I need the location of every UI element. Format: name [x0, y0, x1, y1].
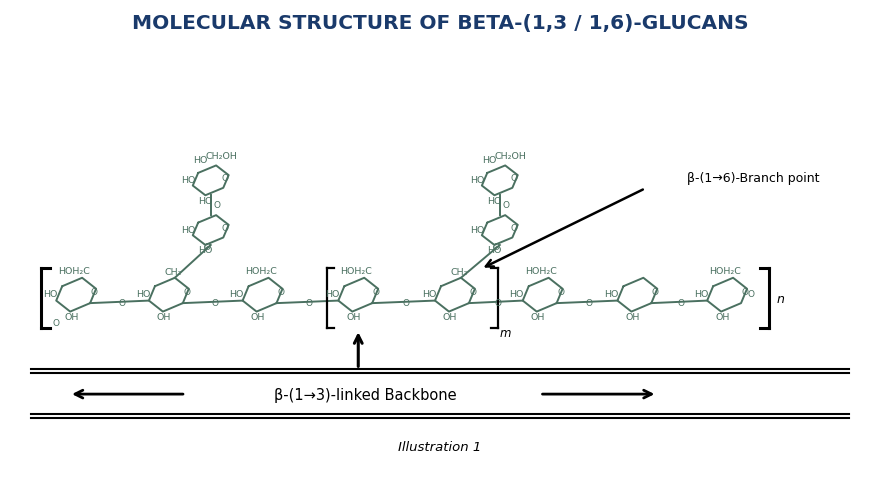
Text: HO: HO [198, 246, 213, 255]
Text: O: O [495, 298, 502, 308]
Text: O: O [222, 224, 229, 233]
Text: O: O [510, 174, 517, 183]
Text: HO: HO [422, 290, 436, 299]
Text: O: O [402, 298, 409, 308]
Text: O: O [306, 298, 313, 308]
Text: O: O [492, 243, 499, 252]
Text: OH: OH [715, 313, 730, 322]
Text: O: O [203, 243, 210, 252]
Text: HOH₂C: HOH₂C [58, 267, 90, 276]
Text: HO: HO [198, 197, 213, 205]
Text: CH₂: CH₂ [451, 268, 467, 277]
Text: O: O [183, 288, 190, 297]
Text: OH: OH [64, 313, 78, 322]
Text: O: O [277, 288, 284, 297]
Text: O: O [91, 288, 98, 297]
Text: OH: OH [347, 313, 361, 322]
Text: O: O [678, 298, 685, 308]
Text: HO: HO [471, 176, 485, 185]
Text: O: O [373, 288, 379, 297]
Text: HOH₂C: HOH₂C [341, 267, 372, 276]
Text: OH: OH [251, 313, 265, 322]
Text: O: O [510, 224, 517, 233]
Text: HO: HO [488, 246, 502, 255]
Text: O: O [53, 319, 60, 328]
Text: HO: HO [482, 157, 496, 165]
Text: HO: HO [605, 290, 619, 299]
Text: HO: HO [471, 226, 485, 235]
Text: O: O [469, 288, 476, 297]
Text: O: O [557, 288, 564, 297]
Text: O: O [222, 174, 229, 183]
Text: O: O [213, 201, 220, 210]
Text: O: O [118, 298, 125, 308]
Text: HOH₂C: HOH₂C [245, 267, 276, 276]
Text: HO: HO [694, 290, 708, 299]
Text: HO: HO [181, 176, 195, 185]
Text: O: O [652, 288, 659, 297]
Text: HO: HO [230, 290, 244, 299]
Text: HOH₂C: HOH₂C [524, 267, 557, 276]
Text: m: m [500, 327, 511, 340]
Text: OH: OH [626, 313, 640, 322]
Text: O: O [747, 290, 754, 299]
Text: HO: HO [510, 290, 524, 299]
Text: HOH₂C: HOH₂C [709, 267, 741, 276]
Text: OH: OH [443, 313, 458, 322]
Text: HO: HO [193, 157, 207, 165]
Text: O: O [211, 298, 218, 308]
Text: HO: HO [181, 226, 195, 235]
Text: OH: OH [531, 313, 545, 322]
Text: HO: HO [43, 290, 57, 299]
Text: O: O [742, 288, 749, 297]
Text: CH₂OH: CH₂OH [206, 152, 238, 161]
Text: β-(1→3)-linked Backbone: β-(1→3)-linked Backbone [274, 388, 457, 402]
Text: O: O [585, 298, 592, 308]
Text: OH: OH [157, 313, 172, 322]
Text: n: n [777, 293, 785, 306]
Text: MOLECULAR STRUCTURE OF BETA-(1,3 / 1,6)-GLUCANS: MOLECULAR STRUCTURE OF BETA-(1,3 / 1,6)-… [132, 14, 748, 33]
Text: HO: HO [325, 290, 340, 299]
Text: β-(1→6)-Branch point: β-(1→6)-Branch point [687, 172, 819, 185]
Text: HO: HO [488, 197, 502, 205]
Text: Illustration 1: Illustration 1 [399, 441, 481, 454]
Text: CH₂OH: CH₂OH [495, 152, 526, 161]
Text: O: O [502, 201, 510, 210]
Text: HO: HO [136, 290, 150, 299]
Text: CH₂: CH₂ [164, 268, 181, 277]
